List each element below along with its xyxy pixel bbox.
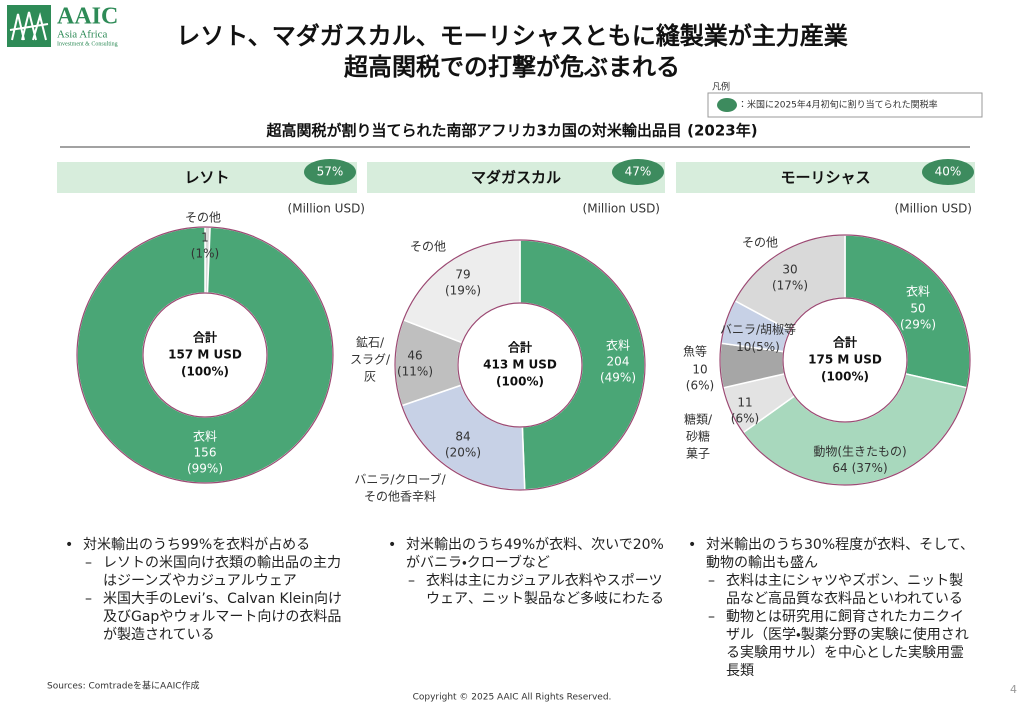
- category-label: 灰: [364, 370, 376, 384]
- bullet: 対米輸出のうち30%程度が衣料、そして、動物の輸出も盛ん: [686, 536, 976, 572]
- tariff-label: 47%: [625, 165, 652, 179]
- category-label: その他: [742, 236, 778, 250]
- category-label: 衣料: [193, 430, 217, 444]
- total-label: 157 M USD: [168, 348, 242, 362]
- share: (37%): [852, 461, 888, 475]
- total-label: (100%): [496, 375, 544, 389]
- logo-text: AAIC: [57, 4, 118, 30]
- total-label: 413 M USD: [483, 358, 557, 372]
- bullet-column: 対米輸出のうち49%が衣料、次いで20%がバニラ・クローブなど衣料は主にカジュア…: [386, 536, 666, 608]
- tariff-label: 57%: [317, 165, 344, 179]
- share-label: (11%): [397, 365, 433, 379]
- donut-outline: [782, 297, 908, 423]
- subtitle: 超高関税が割り当てられた南部アフリカ3カ国の対米輸出品目 (2023年): [265, 122, 757, 140]
- value-label: 64 (37%): [832, 461, 887, 475]
- donut-outline: [719, 234, 971, 486]
- value-label: 156: [194, 446, 217, 460]
- value-label: 10: [692, 363, 707, 377]
- value-label: 30: [782, 263, 797, 277]
- country-title: モーリシャス: [780, 169, 870, 187]
- page-number: 4: [1010, 683, 1017, 696]
- share-label: (20%): [445, 446, 481, 460]
- share-label: (49%): [600, 371, 636, 385]
- category-label: その他: [185, 211, 221, 225]
- legend-box: [707, 92, 983, 118]
- category-label: スラグ/: [350, 353, 391, 367]
- total-label: 合計: [833, 335, 857, 350]
- bullet-column: 対米輸出のうち99%を衣料が占めるレソトの米国向け衣類の輸出品の主力はジーンズや…: [63, 536, 348, 644]
- value-label: 1: [201, 231, 209, 245]
- country-title: レソト: [184, 169, 229, 187]
- category-label: 糖類/: [684, 413, 713, 427]
- donut-outline: [457, 302, 583, 428]
- category-label: その他香辛料: [364, 490, 436, 504]
- donut-outline: [76, 226, 334, 484]
- category-label: バニラ/胡椒等: [720, 322, 796, 337]
- category-label: バニラ/クローブ/: [354, 472, 446, 487]
- tariff-badge: [304, 159, 356, 185]
- legend-label: ：米国に2025年4月初旬に割り当てられた関税率: [738, 99, 938, 111]
- donut-outline: [394, 239, 646, 491]
- value-label: 204: [607, 355, 630, 369]
- share-label: (19%): [445, 284, 481, 298]
- share-label: (29%): [900, 318, 936, 332]
- total-label: 合計: [508, 340, 532, 355]
- logo-sub2: Investment & Consulting: [57, 41, 118, 47]
- title: レソト、マダガスカル、モーリシャスともに縫製業が主力産業: [176, 22, 848, 50]
- legend-swatch: [717, 98, 737, 112]
- unit-label: (Million USD): [895, 202, 972, 216]
- value-label: 84: [455, 430, 470, 444]
- title: 超高関税での打撃が危ぶまれる: [344, 53, 680, 81]
- total-label: 合計: [193, 330, 217, 345]
- sub-bullet: 衣料は主にカジュアル衣料やスポーツウェア、ニット製品など多岐にわたる: [406, 572, 666, 608]
- unit-label: (Million USD): [583, 202, 660, 216]
- unit-label: (Million USD): [288, 202, 365, 216]
- sub-bullet: 米国大手のLevi’s、Calvan Klein向け及びGapやウォルマート向け…: [83, 590, 348, 644]
- bullet: 対米輸出のうち49%が衣料、次いで20%がバニラ・クローブなど: [386, 536, 666, 572]
- value-label: 79: [455, 268, 470, 282]
- category-label: 鉱石/: [356, 336, 385, 350]
- bullet: 対米輸出のうち99%を衣料が占める: [63, 536, 348, 554]
- category-label: 魚等: [683, 345, 707, 359]
- share-label: (6%): [686, 379, 714, 393]
- tariff-badge: [922, 159, 974, 185]
- share-label: (17%): [772, 279, 808, 293]
- copyright: Copyright © 2025 AAIC All Rights Reserve…: [413, 693, 612, 703]
- legend-title: 凡例: [712, 81, 730, 93]
- total-label: (100%): [821, 370, 869, 384]
- category-label: 菓子: [686, 447, 710, 461]
- category-label: 砂糖: [686, 430, 710, 444]
- value: 10: [736, 340, 751, 354]
- sources: Sources: Comtradeを基にAAIC作成: [47, 680, 200, 692]
- value-label: 50: [910, 302, 925, 316]
- tariff-label: 40%: [935, 165, 962, 179]
- total-label: 175 M USD: [808, 353, 882, 367]
- logo-pattern: [9, 11, 49, 41]
- category-label: その他: [410, 240, 446, 254]
- bullet-column: 対米輸出のうち30%程度が衣料、そして、動物の輸出も盛ん衣料は主にシャツやズボン…: [686, 536, 976, 680]
- sub-bullet: 動物とは研究用に飼育されたカニクイザル（医学・製薬分野の実験に使用される実験用サ…: [706, 608, 976, 680]
- donut-outline: [142, 292, 268, 418]
- value-label: 11: [737, 396, 752, 410]
- share-label: (6%): [731, 412, 759, 426]
- category-label: 動物(生きたもの): [813, 445, 906, 459]
- category-label: 衣料: [606, 339, 630, 353]
- share-label: (1%): [191, 247, 219, 261]
- tariff-badge: [612, 159, 664, 185]
- logo-sub: Asia Africa: [57, 29, 108, 41]
- share-label: (99%): [187, 462, 223, 476]
- share: (5%): [751, 340, 779, 354]
- category-label: 衣料: [906, 285, 930, 299]
- sub-bullet: レソトの米国向け衣類の輸出品の主力はジーンズやカジュアルウェア: [83, 554, 348, 590]
- value-label: 46: [407, 349, 422, 363]
- country-title: マダガスカル: [471, 169, 561, 187]
- total-label: (100%): [181, 365, 229, 379]
- sub-bullet: 衣料は主にシャツやズボン、ニット製品など高品質な衣料品といわれている: [706, 572, 976, 608]
- value-label: 10(5%): [736, 340, 780, 354]
- value: 64: [832, 461, 847, 475]
